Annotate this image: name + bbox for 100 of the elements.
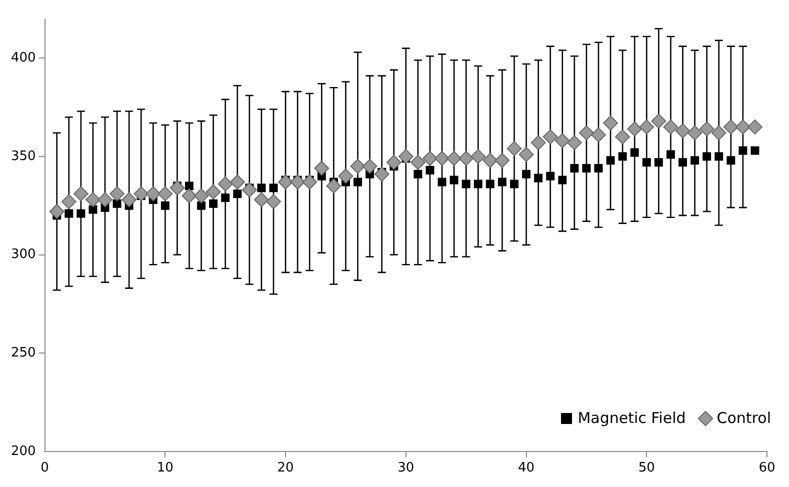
point — [554, 133, 570, 148]
point — [290, 174, 306, 190]
point — [410, 154, 426, 170]
point — [666, 150, 675, 159]
point — [446, 150, 462, 166]
point — [542, 129, 558, 144]
point — [642, 158, 651, 167]
point — [414, 170, 422, 178]
point — [134, 186, 149, 202]
point — [350, 158, 366, 174]
point — [233, 190, 242, 198]
point — [675, 123, 690, 138]
point — [470, 148, 486, 164]
point — [711, 125, 726, 140]
point — [194, 188, 209, 204]
point — [112, 199, 122, 208]
x-tick-label: 10 — [156, 460, 174, 476]
point — [73, 186, 88, 202]
point — [146, 186, 161, 202]
point — [723, 119, 738, 134]
point — [230, 174, 245, 190]
point — [486, 180, 494, 188]
point — [518, 146, 534, 162]
point — [651, 114, 666, 129]
y-tick-label: 200 — [10, 444, 36, 459]
point — [362, 158, 378, 174]
point — [49, 204, 64, 220]
y-tick-label: 350 — [10, 148, 36, 164]
point — [88, 205, 98, 214]
point — [690, 156, 700, 165]
point — [386, 154, 402, 170]
point — [302, 174, 318, 190]
point — [726, 156, 736, 165]
point — [158, 186, 173, 202]
x-tick-label: 20 — [277, 460, 294, 476]
point — [510, 180, 518, 188]
point — [566, 135, 582, 150]
point — [627, 121, 642, 136]
y-tick-label: 400 — [10, 50, 36, 66]
point — [458, 150, 474, 166]
point — [699, 121, 714, 136]
point — [506, 141, 522, 156]
point — [206, 184, 221, 200]
point — [530, 135, 546, 150]
point — [374, 166, 390, 182]
point — [326, 178, 342, 194]
point — [482, 152, 498, 168]
point — [197, 201, 206, 210]
point — [714, 152, 724, 161]
point — [747, 119, 762, 134]
point — [278, 174, 294, 190]
point — [750, 146, 760, 155]
point — [254, 192, 269, 208]
point — [494, 152, 510, 168]
point — [122, 192, 137, 208]
point — [546, 172, 555, 180]
point — [242, 182, 257, 198]
point — [185, 182, 194, 190]
x-tick-label: 40 — [518, 460, 535, 476]
point — [97, 192, 112, 208]
point — [160, 201, 170, 210]
point — [269, 184, 278, 192]
point — [266, 194, 282, 210]
point — [582, 164, 591, 172]
point — [534, 174, 543, 182]
point — [558, 176, 567, 184]
point — [603, 116, 618, 131]
legend-label: Control — [716, 409, 771, 427]
x-tick-label: 60 — [758, 460, 776, 476]
point — [578, 125, 594, 140]
point — [257, 184, 266, 192]
point — [438, 178, 446, 186]
point — [434, 150, 450, 166]
x-tick-label: 50 — [638, 460, 655, 476]
legend-label: Magnetic Field — [578, 409, 686, 427]
point — [663, 119, 678, 134]
point — [590, 127, 606, 142]
point — [61, 194, 76, 210]
point — [209, 199, 218, 208]
point — [218, 176, 233, 192]
point — [687, 125, 702, 140]
point — [474, 180, 482, 188]
point — [110, 186, 125, 202]
point — [735, 119, 750, 134]
point — [85, 192, 100, 208]
point — [630, 148, 639, 157]
point — [338, 168, 354, 184]
point — [76, 209, 86, 218]
point — [618, 152, 627, 161]
point — [498, 178, 506, 186]
point — [654, 158, 663, 167]
point — [615, 129, 630, 144]
point — [594, 164, 603, 172]
point — [398, 148, 414, 164]
y-tick-label: 250 — [10, 345, 36, 360]
point — [426, 166, 434, 174]
point — [522, 170, 531, 178]
x-tick-label: 0 — [40, 460, 49, 476]
point — [221, 193, 230, 202]
point — [354, 178, 362, 186]
